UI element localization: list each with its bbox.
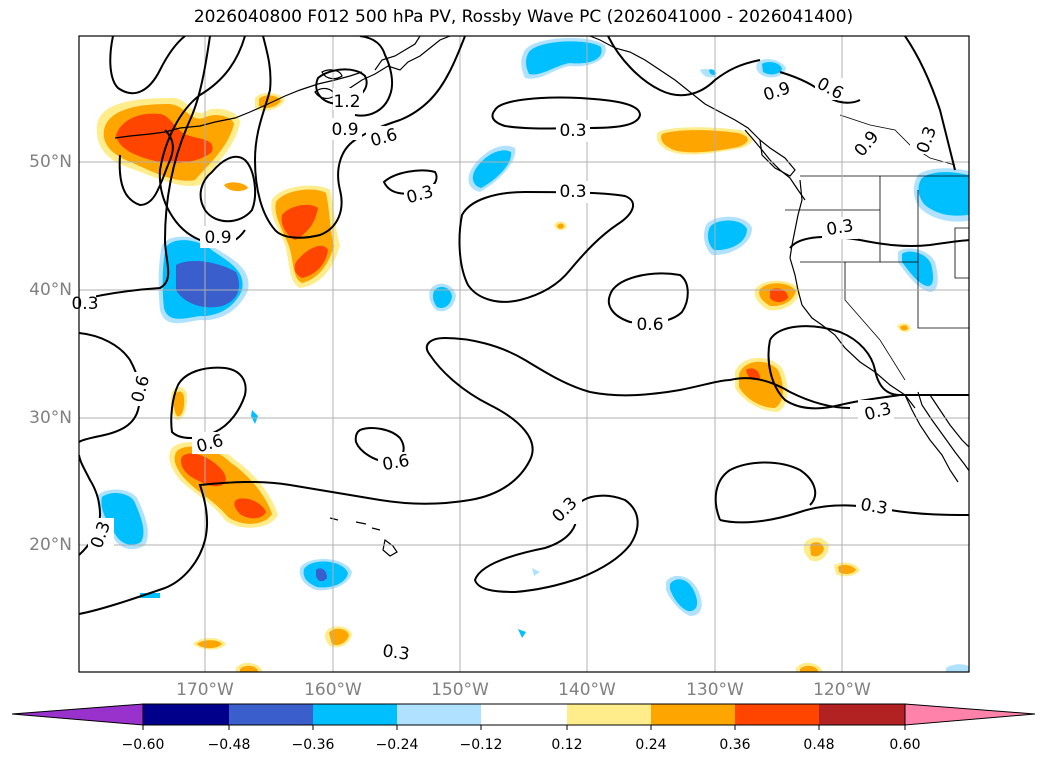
contour-label: 1.2: [333, 92, 360, 112]
colorbar: [11, 703, 1036, 730]
contour-label: 0.3: [559, 121, 586, 141]
colorbar-extend-min: [11, 703, 144, 726]
pv-contours: [79, 36, 969, 615]
lon-label-140w: 140°W: [558, 680, 616, 700]
contour-label: 0.6: [381, 451, 411, 475]
political-borders: [785, 114, 969, 381]
lon-label-130w: 130°W: [686, 680, 744, 700]
negative-anomaly-fills: [97, 37, 969, 672]
contour-label: 0.9: [204, 228, 231, 248]
colorbar-tick-label: −0.48: [207, 737, 251, 753]
colorbar-segment: [481, 704, 567, 725]
colorbar-segment: [651, 704, 735, 725]
colorbar-tick-label: 0.60: [889, 737, 921, 753]
colorbar-segment: [313, 704, 397, 725]
contour-label: 0.3: [859, 495, 889, 519]
map-title: 2026040800 F012 500 hPa PV, Rossby Wave …: [193, 7, 854, 27]
lon-label-150w: 150°W: [431, 680, 489, 700]
contour-label: 0.3: [71, 294, 98, 314]
colorbar-tick-label: −0.60: [121, 737, 165, 753]
colorbar-tick-label: 0.24: [635, 737, 667, 753]
lat-label-20n: 20°N: [29, 535, 72, 555]
lon-label-160w: 160°W: [304, 680, 362, 700]
colorbar-tick-label: −0.12: [459, 737, 503, 753]
colorbar-extend-max: [904, 703, 1036, 726]
lat-label-40n: 40°N: [29, 280, 72, 300]
colorbar-segment: [819, 704, 905, 725]
colorbar-segment: [567, 704, 651, 725]
colorbar-segment: [229, 704, 313, 725]
contour-label: 0.3: [825, 216, 855, 240]
colorbar-segment: [735, 704, 819, 725]
colorbar-tick-label: 0.12: [551, 737, 583, 753]
colorbar-tick-label: −0.36: [291, 737, 335, 753]
contour-label: 0.3: [559, 182, 586, 202]
graticule: [79, 36, 969, 672]
colorbar-tick-label: 0.48: [803, 737, 835, 753]
lon-label-120w: 120°W: [813, 680, 871, 700]
lat-label-50n: 50°N: [29, 152, 72, 172]
colorbar-segment: [397, 704, 481, 725]
contour-label-group: 1.2 0.9 0.6 0.3 0.3 0.9 0.9 0.6 0.3 0.3 …: [71, 74, 941, 665]
colorbar-segment: [143, 704, 229, 725]
contour-label: 0.9: [331, 120, 358, 140]
colorbar-tick-label: −0.24: [375, 737, 419, 753]
lon-label-170w: 170°W: [176, 680, 234, 700]
lat-label-30n: 30°N: [29, 408, 72, 428]
positive-anomaly-fills: [96, 92, 911, 672]
contour-label: 0.6: [636, 315, 663, 335]
colorbar-tick-label: 0.36: [719, 737, 751, 753]
contour-label: 0.3: [381, 641, 411, 665]
plot-frame: [78, 35, 970, 673]
